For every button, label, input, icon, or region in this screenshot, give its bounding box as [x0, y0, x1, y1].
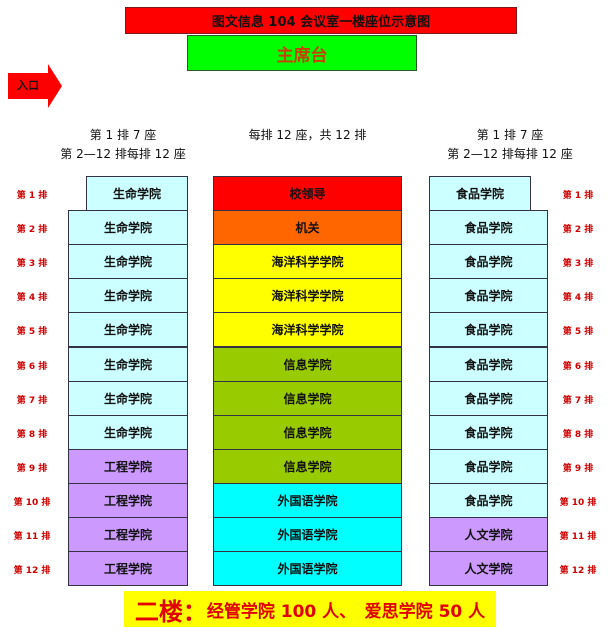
page-title: 图文信息 104 会议室一楼座位示意图 — [125, 7, 517, 34]
seat-block-center: 信息学院 — [213, 380, 402, 416]
seat-block-left: 生命学院 — [68, 312, 188, 348]
seat-block-center: 机关 — [213, 210, 402, 246]
seat-block-left: 生命学院 — [68, 414, 188, 450]
seat-block-right: 食品学院 — [429, 414, 548, 450]
row-label-right: 第 3 排 — [562, 259, 594, 270]
seat-block-right: 食品学院 — [429, 482, 548, 518]
entrance-label: 入口 — [17, 79, 39, 92]
stage: 主席台 — [187, 35, 417, 71]
row-label-right: 第 2 排 — [562, 225, 594, 236]
seat-block-left: 生命学院 — [86, 176, 188, 212]
seat-block-center: 信息学院 — [213, 346, 402, 382]
seat-block-right: 食品学院 — [429, 448, 548, 484]
seat-block-right: 食品学院 — [429, 278, 548, 314]
right-note-line: 第 2—12 排每排 12 座 — [447, 147, 573, 161]
row-label-right: 第 7 排 — [562, 395, 594, 406]
seat-block-center: 海洋科学学院 — [213, 312, 402, 348]
seat-block-right: 食品学院 — [429, 244, 548, 280]
row-label-right: 第 10 排 — [559, 497, 597, 508]
seat-block-right: 食品学院 — [429, 210, 548, 246]
row-label-left: 第 1 排 — [16, 191, 48, 201]
row-label-right: 第 9 排 — [562, 463, 594, 474]
row-label-left: 第 8 排 — [16, 429, 48, 440]
seat-block-left: 工程学院 — [68, 448, 188, 484]
entrance-arrow-icon — [8, 64, 62, 108]
seat-block-left: 工程学院 — [68, 482, 188, 518]
row-label-left: 第 12 排 — [13, 566, 51, 577]
right-note: 第 1 排 7 座 第 2—12 排每排 12 座 — [425, 126, 595, 164]
row-label-left: 第 10 排 — [13, 497, 51, 508]
seat-block-left: 生命学院 — [68, 346, 188, 382]
row-label-left: 第 6 排 — [16, 361, 48, 372]
left-note: 第 1 排 7 座 第 2—12 排每排 12 座 — [38, 126, 208, 164]
seat-block-right: 食品学院 — [429, 312, 548, 348]
seat-block-left: 生命学院 — [68, 244, 188, 280]
seat-block-center: 外国语学院 — [213, 482, 402, 518]
seat-block-right: 人文学院 — [429, 517, 548, 553]
seat-block-center: 信息学院 — [213, 414, 402, 450]
row-label-right: 第 4 排 — [562, 293, 594, 304]
row-label-right: 第 6 排 — [562, 361, 594, 372]
seat-block-left: 生命学院 — [68, 210, 188, 246]
row-label-left: 第 11 排 — [13, 532, 51, 542]
left-note-line: 第 2—12 排每排 12 座 — [60, 147, 186, 161]
row-label-right: 第 1 排 — [562, 191, 594, 201]
second-floor-text: 经管学院 100 人、 爱思学院 50 人 — [206, 601, 486, 622]
row-label-left: 第 5 排 — [16, 327, 48, 338]
row-label-left: 第 9 排 — [16, 463, 48, 474]
right-note-line: 第 1 排 7 座 — [476, 128, 544, 142]
seat-block-center: 外国语学院 — [213, 551, 402, 587]
row-label-right: 第 12 排 — [559, 566, 597, 577]
seat-block-center: 海洋科学学院 — [213, 244, 402, 280]
seat-block-left: 工程学院 — [68, 517, 188, 553]
seat-block-right: 食品学院 — [429, 346, 548, 382]
seat-block-left: 生命学院 — [68, 278, 188, 314]
seat-block-left: 生命学院 — [68, 380, 188, 416]
seat-block-center: 外国语学院 — [213, 517, 402, 553]
row-label-right: 第 5 排 — [562, 327, 594, 338]
center-note: 每排 12 座，共 12 排 — [248, 128, 367, 142]
seat-block-center: 校领导 — [213, 176, 402, 212]
row-label-left: 第 3 排 — [16, 259, 48, 270]
left-note-line: 第 1 排 7 座 — [89, 128, 157, 142]
seat-block-left: 工程学院 — [68, 551, 188, 587]
row-label-left: 第 4 排 — [16, 293, 48, 304]
seat-block-center: 海洋科学学院 — [213, 278, 402, 314]
second-floor-note: 二楼： 经管学院 100 人、 爱思学院 50 人 — [124, 591, 496, 627]
seat-block-right: 人文学院 — [429, 551, 548, 587]
row-label-left: 第 7 排 — [16, 395, 48, 406]
row-label-right: 第 11 排 — [559, 532, 597, 542]
row-label-right: 第 8 排 — [562, 429, 594, 440]
seat-block-center: 信息学院 — [213, 448, 402, 484]
row-label-left: 第 2 排 — [16, 225, 48, 236]
seat-block-right: 食品学院 — [429, 380, 548, 416]
seat-block-right: 食品学院 — [429, 176, 531, 212]
second-floor-label: 二楼： — [134, 597, 207, 626]
